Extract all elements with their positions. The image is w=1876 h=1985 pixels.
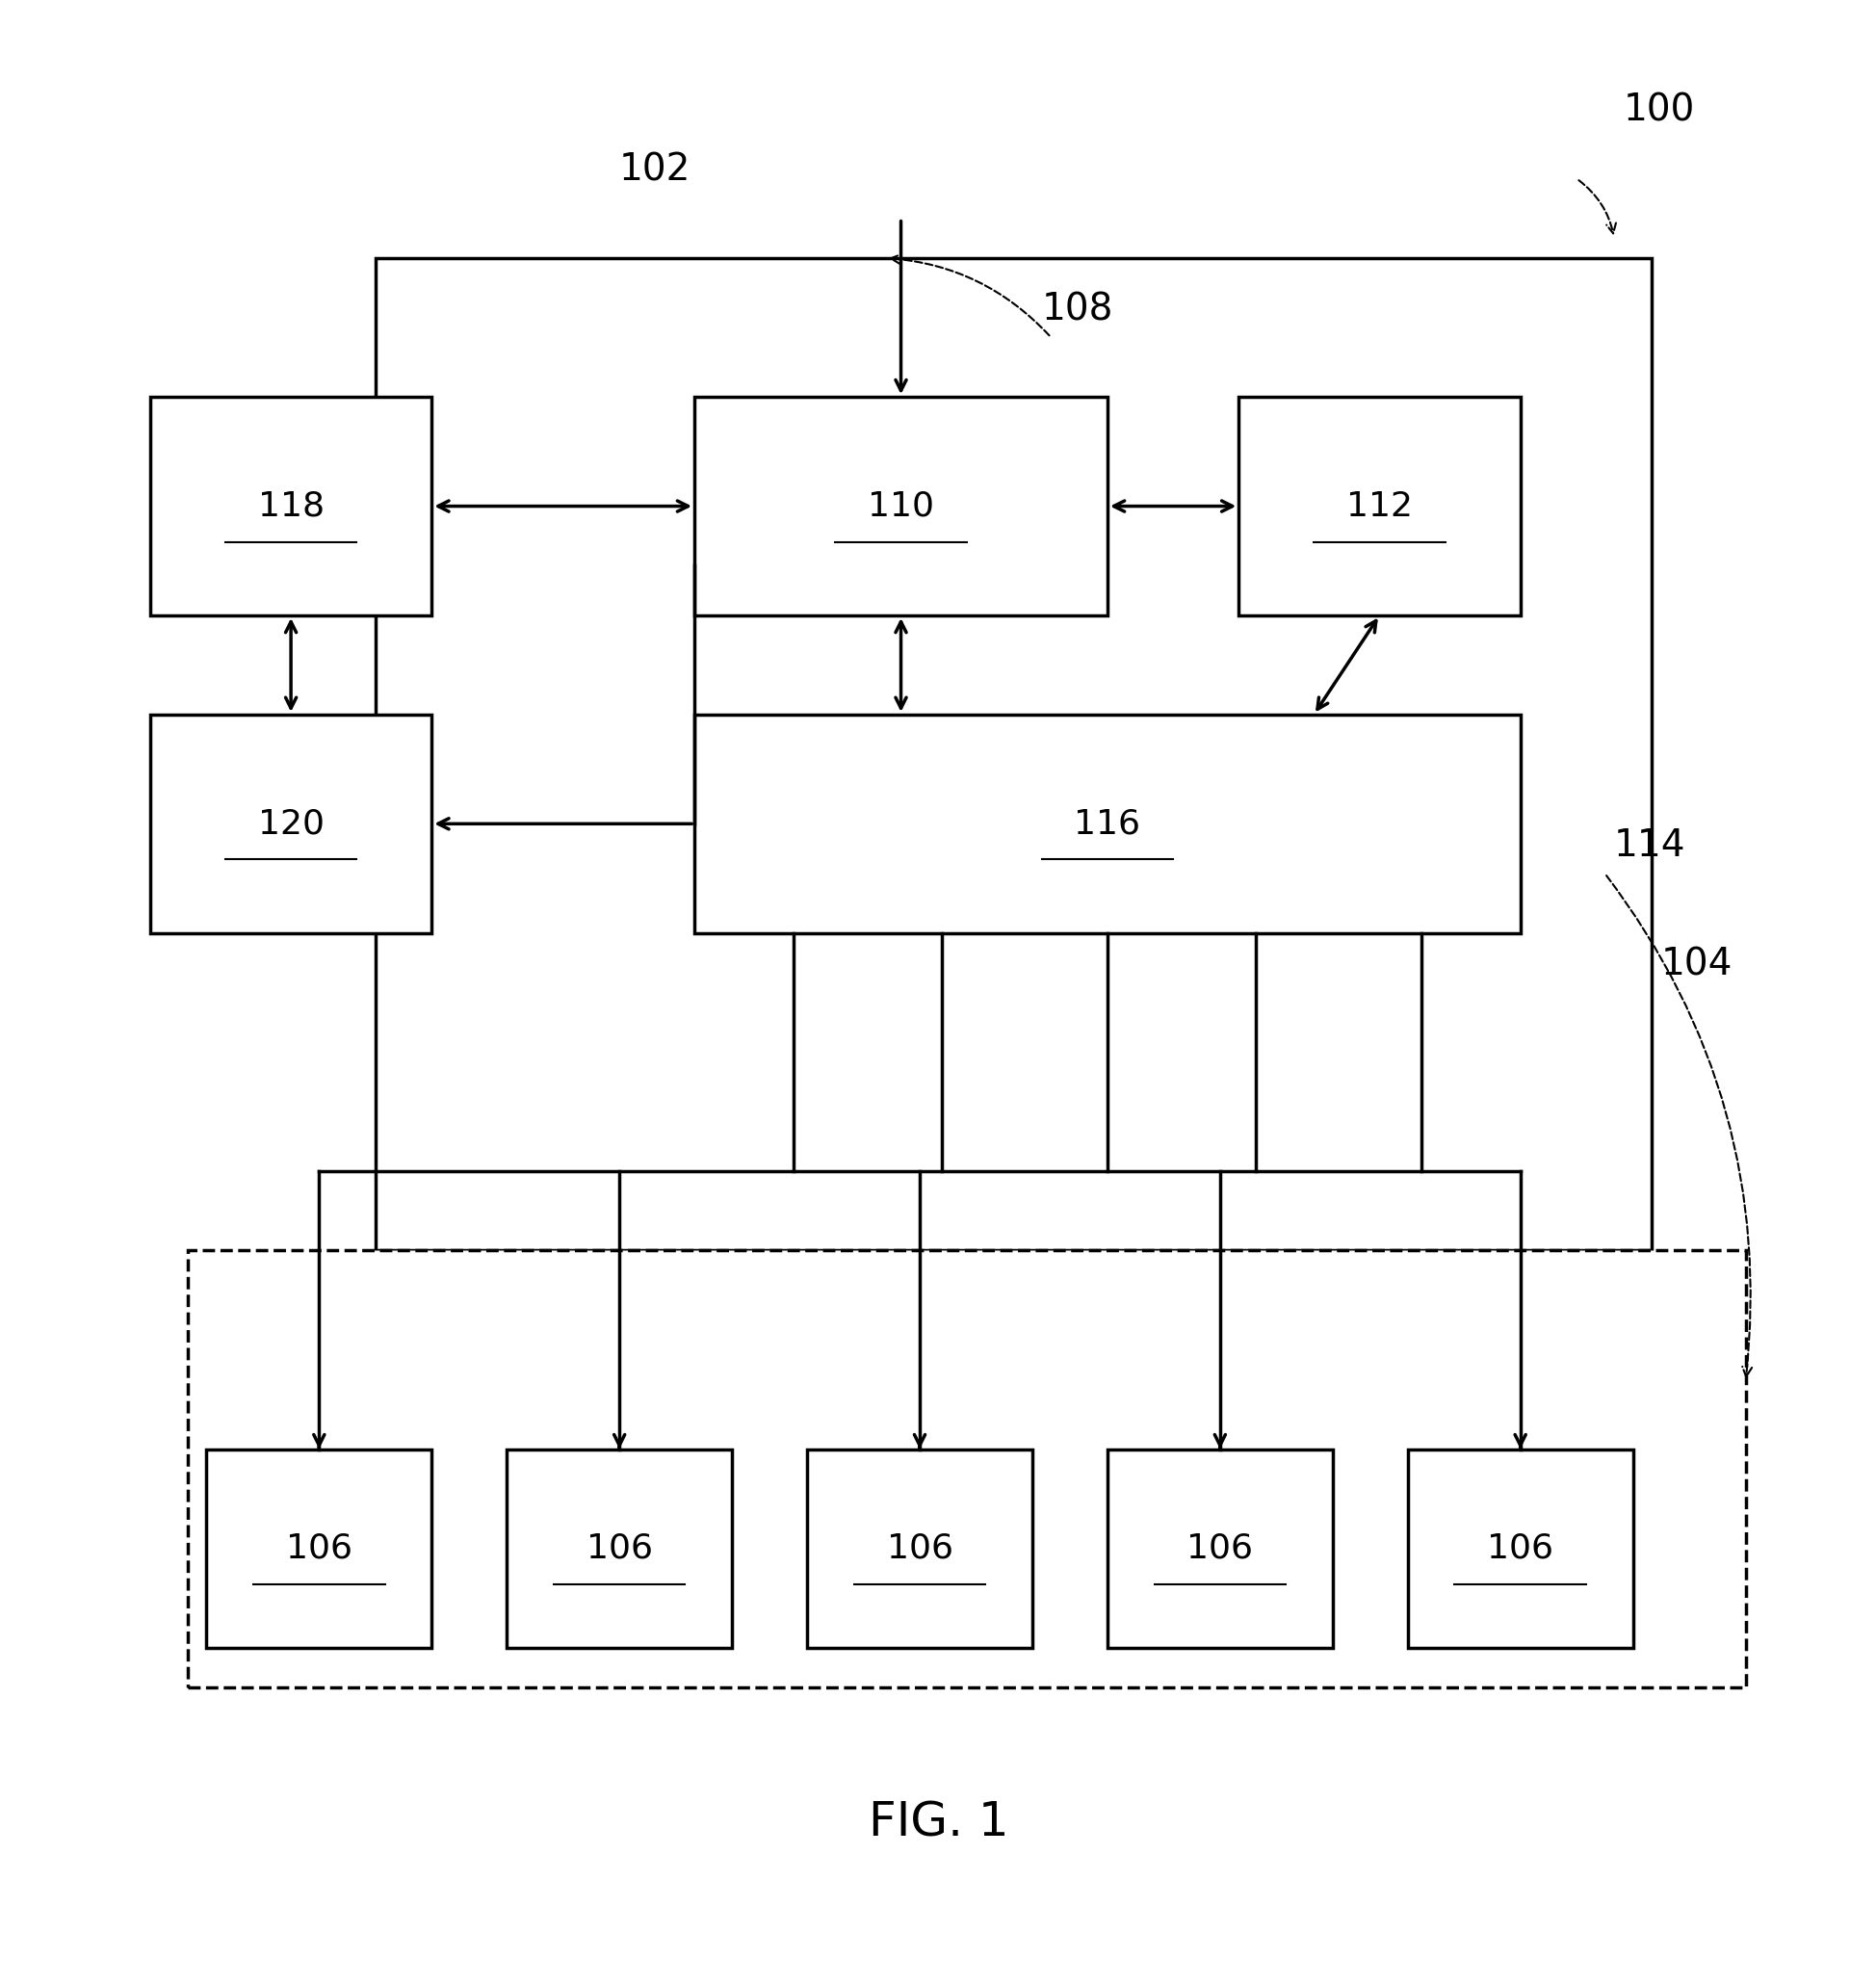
Text: 120: 120 (257, 808, 325, 840)
Text: 104: 104 (1660, 947, 1732, 983)
Text: 108: 108 (1041, 292, 1112, 328)
FancyBboxPatch shape (150, 397, 431, 615)
Text: 112: 112 (1345, 490, 1413, 522)
FancyBboxPatch shape (694, 397, 1107, 615)
FancyBboxPatch shape (188, 1251, 1745, 1687)
Text: 106: 106 (1486, 1532, 1553, 1564)
Text: 114: 114 (1613, 828, 1685, 863)
Text: 102: 102 (619, 153, 690, 189)
Text: 118: 118 (257, 490, 325, 522)
FancyBboxPatch shape (150, 715, 431, 933)
FancyBboxPatch shape (1107, 1449, 1332, 1648)
Text: 106: 106 (885, 1532, 953, 1564)
FancyBboxPatch shape (694, 715, 1520, 933)
FancyBboxPatch shape (375, 258, 1651, 1251)
FancyBboxPatch shape (1407, 1449, 1632, 1648)
Text: 110: 110 (867, 490, 934, 522)
FancyBboxPatch shape (206, 1449, 431, 1648)
Text: 116: 116 (1073, 808, 1141, 840)
Text: 106: 106 (1186, 1532, 1253, 1564)
Text: 100: 100 (1623, 93, 1694, 129)
Text: 106: 106 (285, 1532, 353, 1564)
FancyBboxPatch shape (507, 1449, 732, 1648)
Text: 106: 106 (585, 1532, 653, 1564)
FancyBboxPatch shape (1238, 397, 1520, 615)
FancyBboxPatch shape (807, 1449, 1032, 1648)
Text: FIG. 1: FIG. 1 (869, 1800, 1007, 1846)
